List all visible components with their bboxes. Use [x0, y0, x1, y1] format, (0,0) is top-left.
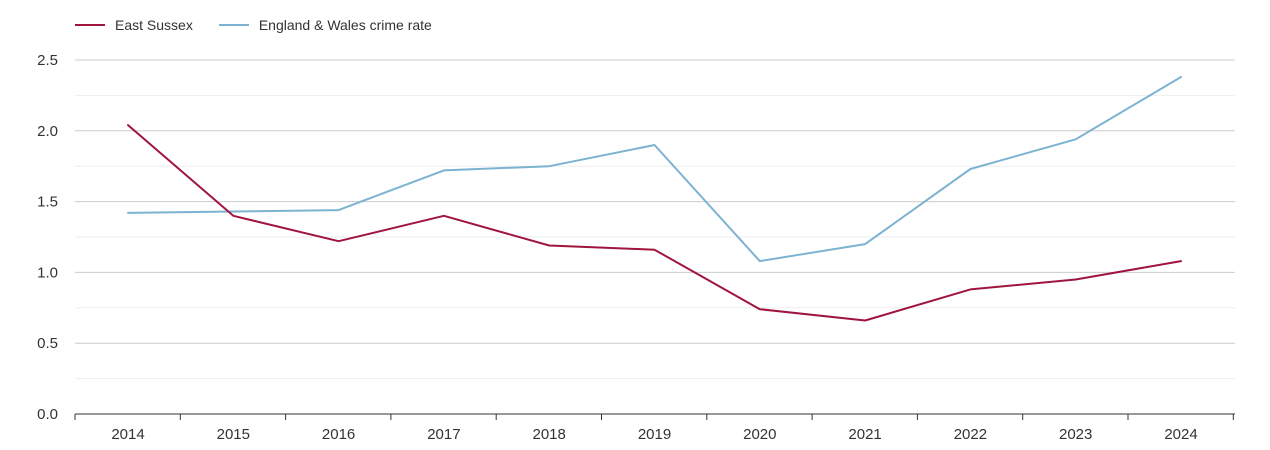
- chart-legend: East Sussex England & Wales crime rate: [75, 14, 458, 36]
- legend-swatch-east-sussex: [75, 24, 105, 26]
- legend-label-east-sussex: East Sussex: [115, 17, 193, 33]
- y-tick-label: 2.0: [37, 123, 58, 140]
- legend-item-east-sussex[interactable]: East Sussex: [75, 17, 193, 33]
- legend-label-england-wales: England & Wales crime rate: [258, 17, 432, 33]
- y-tick-label: 1.5: [37, 194, 58, 211]
- legend-item-england-wales[interactable]: England & Wales crime rate: [218, 17, 432, 33]
- x-tick-label: 2023: [1059, 426, 1092, 443]
- x-tick-label: 2019: [638, 426, 671, 443]
- legend-swatch-england-wales: [218, 24, 249, 26]
- series-line-england-wales: [127, 76, 1182, 263]
- y-tick-label: 0.0: [37, 406, 58, 423]
- x-tick-label: 2017: [427, 426, 460, 443]
- x-tick-label: 2016: [322, 426, 355, 443]
- x-tick-label: 2015: [217, 426, 250, 443]
- x-tick-label: 2021: [848, 426, 881, 443]
- x-tick-label: 2024: [1164, 426, 1197, 443]
- x-tick-label: 2022: [954, 426, 987, 443]
- x-tick-label: 2020: [743, 426, 776, 443]
- y-tick-label: 0.5: [37, 335, 58, 352]
- x-tick-label: 2018: [533, 426, 566, 443]
- y-tick-label: 1.0: [37, 264, 58, 281]
- series-line-east-sussex: [127, 124, 1182, 322]
- x-tick-label: 2014: [111, 426, 144, 443]
- y-tick-label: 2.5: [37, 52, 58, 69]
